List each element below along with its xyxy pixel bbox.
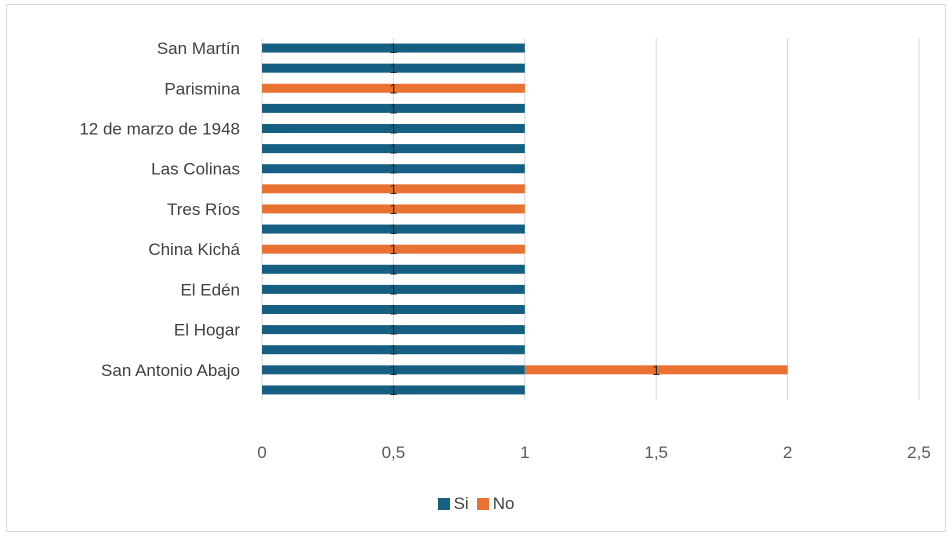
legend-item-si: Si — [437, 494, 469, 514]
bar-no — [524, 365, 788, 375]
data-label: 1 — [390, 261, 398, 277]
bar-si — [262, 164, 525, 174]
bar-si — [262, 43, 525, 53]
category-label: El Hogar — [174, 321, 240, 340]
data-label: 1 — [390, 161, 398, 177]
legend-item-no: No — [476, 494, 515, 514]
category-label: El Edén — [180, 280, 240, 299]
bar-si — [262, 144, 525, 154]
legend: Si No — [0, 494, 952, 514]
bar-si — [262, 264, 525, 274]
data-label: 1 — [390, 100, 398, 116]
data-label: 1 — [390, 60, 398, 76]
category-label: San Antonio Abajo — [101, 361, 240, 380]
legend-label-si: Si — [453, 494, 469, 513]
x-tick-label: 1 — [520, 443, 529, 462]
data-label: 1 — [390, 362, 398, 378]
category-label: Tres Ríos — [167, 200, 240, 219]
data-label: 1 — [652, 362, 660, 378]
category-label: China Kichá — [148, 240, 240, 259]
legend-swatch-no — [476, 498, 489, 510]
bar-si — [262, 385, 525, 395]
x-tick-label: 2 — [783, 443, 792, 462]
data-label: 1 — [390, 80, 398, 96]
legend-label-no: No — [492, 494, 515, 513]
bar-si — [262, 124, 525, 133]
bar-si — [262, 305, 525, 314]
x-tick-label: 0 — [257, 443, 266, 462]
bar-si — [262, 103, 525, 113]
data-label: 1 — [390, 302, 398, 318]
data-label: 1 — [390, 141, 398, 157]
bar-no — [262, 83, 525, 93]
data-label: 1 — [390, 121, 398, 137]
x-tick-label: 2,5 — [907, 443, 931, 462]
data-label: 1 — [390, 181, 398, 197]
data-label: 1 — [390, 201, 398, 217]
category-label: Las Colinas — [151, 160, 240, 179]
bar-si — [262, 284, 525, 294]
bar-si — [262, 365, 525, 375]
data-label: 1 — [390, 40, 398, 56]
bar-si — [262, 224, 525, 234]
x-tick-label: 1,5 — [644, 443, 668, 462]
bar-no — [262, 244, 525, 254]
data-label: 1 — [390, 382, 398, 398]
category-label: Parismina — [164, 79, 240, 98]
category-label: San Martín — [157, 39, 240, 58]
data-label: 1 — [390, 221, 398, 237]
bar-si — [262, 63, 525, 73]
data-label: 1 — [390, 281, 398, 297]
data-label: 1 — [390, 241, 398, 257]
data-label: 1 — [390, 322, 398, 338]
data-label: 1 — [390, 342, 398, 358]
bar-si — [262, 345, 525, 355]
bar-no — [262, 184, 525, 194]
x-tick-label: 0,5 — [382, 443, 406, 462]
bar-si — [262, 325, 525, 335]
legend-swatch-si — [437, 498, 450, 510]
category-label: 12 de marzo de 1948 — [79, 120, 240, 139]
bar-no — [262, 204, 525, 214]
